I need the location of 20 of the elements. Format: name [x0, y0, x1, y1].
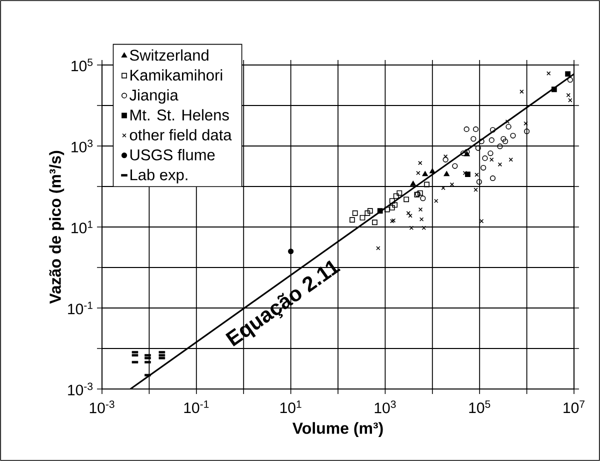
legend-label: USGS flume: [130, 148, 215, 160]
x-tick-label: 10$^{3}$: [374, 400, 396, 414]
y-tick-label: 10$^{5}$: [72, 58, 93, 72]
y-tick-label: 10$^{3}$: [72, 140, 93, 152]
y-tick-label: 10$^{1}$: [72, 220, 92, 234]
x-axis-title: Volume (m³): [292, 422, 383, 438]
x-tick-label: 10$^{5}$: [469, 400, 490, 414]
x-tick-label: 10$^{7}$: [564, 400, 584, 414]
y-axis-title: Vazão de pico (m³/s): [49, 150, 64, 304]
legend-label: Lab exp.: [130, 168, 188, 184]
legend-label: Switzerland: [130, 49, 208, 61]
legend-label: other field data: [130, 129, 232, 140]
x-tick-label: 10$^{-3}$: [90, 400, 114, 414]
x-tick-label: 10$^{-1}$: [184, 400, 209, 414]
y-tick-label: 10$^{-3}$: [68, 382, 93, 396]
legend-label: Kamikamihori: [130, 69, 222, 81]
legend-label: Jiangia: [129, 89, 178, 104]
y-tick-label: 10$^{-1}$: [68, 302, 92, 314]
legend-label: Mt. St. Helens: [130, 109, 229, 121]
x-tick-label: 10$^{1}$: [280, 400, 302, 414]
